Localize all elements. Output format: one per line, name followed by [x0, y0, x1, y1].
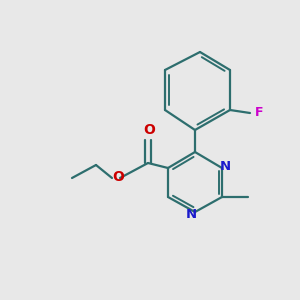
Text: N: N — [219, 160, 231, 172]
Text: N: N — [185, 208, 197, 221]
Text: O: O — [143, 123, 155, 137]
Text: O: O — [112, 170, 124, 184]
Text: F: F — [255, 106, 263, 119]
